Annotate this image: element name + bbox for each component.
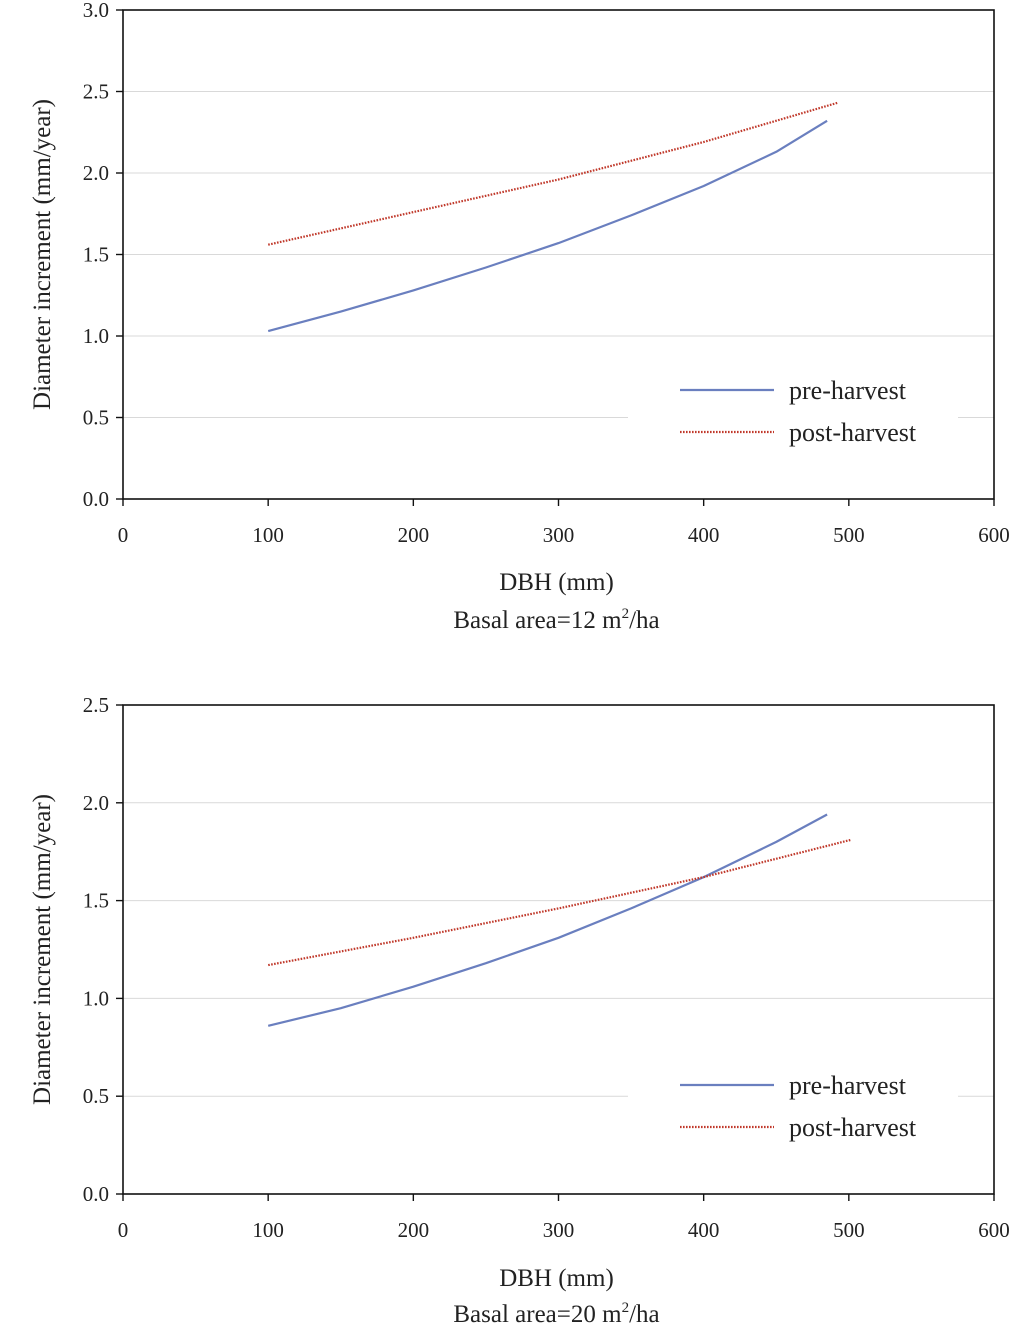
series-line-post-harvest bbox=[267, 838, 851, 967]
legend-label-post-harvest: post-harvest bbox=[789, 418, 917, 447]
x-tick-label: 500 bbox=[833, 523, 865, 547]
x-tick-label: 400 bbox=[688, 1218, 720, 1242]
chart-caption: Basal area=12 m2/ha bbox=[453, 606, 659, 634]
x-tick-label: 100 bbox=[252, 1218, 284, 1242]
x-tick-label: 300 bbox=[543, 1218, 575, 1242]
x-tick-label: 200 bbox=[398, 1218, 430, 1242]
plot-frame bbox=[122, 9, 995, 500]
y-tick-label: 1.0 bbox=[83, 986, 109, 1010]
x-tick-label: 200 bbox=[398, 523, 430, 547]
legend-label-post-harvest: post-harvest bbox=[789, 1113, 917, 1142]
y-axis-title: Diameter increment (mm/year) bbox=[29, 99, 56, 410]
y-axis-title: Diameter increment (mm/year) bbox=[29, 794, 56, 1105]
chart-basal-area-12: 0.0 0.5 1.0 1.5 2.0 2.5 3.0 0 100 200 300 400 500 600… bbox=[29, 0, 1010, 634]
x-axis-title: DBH (mm) bbox=[499, 569, 614, 596]
x-tick-label: 0 bbox=[118, 523, 129, 547]
x-tick-label: 300 bbox=[543, 523, 575, 547]
x-axis-title: DBH (mm) bbox=[499, 1265, 614, 1292]
y-tick-label: 2.5 bbox=[83, 693, 109, 717]
plot-frame bbox=[122, 704, 995, 1195]
y-tick-label: 1.0 bbox=[83, 324, 109, 348]
series-line-pre-harvest bbox=[267, 813, 828, 1027]
y-tick-label: 1.5 bbox=[83, 889, 109, 913]
series-line-post-harvest bbox=[267, 101, 838, 246]
legend-background bbox=[628, 1075, 958, 1157]
series-line-pre-harvest bbox=[267, 119, 828, 333]
y-tick-label: 0.0 bbox=[83, 487, 109, 511]
y-tick-label: 0.0 bbox=[83, 1182, 109, 1206]
chart-caption: Basal area=20 m2/ha bbox=[453, 1300, 659, 1328]
y-tick-label: 2.0 bbox=[83, 791, 109, 815]
x-tick-label: 600 bbox=[978, 1218, 1010, 1242]
chart-basal-area-20: 0.0 0.5 1.0 1.5 2.0 2.5 0 100 200 300 400 500 600 pre… bbox=[29, 693, 1010, 1328]
y-tick-label: 0.5 bbox=[83, 1084, 109, 1108]
legend-background bbox=[628, 380, 958, 462]
legend-label-pre-harvest: pre-harvest bbox=[789, 376, 907, 405]
y-tick-label: 3.0 bbox=[83, 0, 109, 22]
y-tick-label: 0.5 bbox=[83, 406, 109, 430]
x-tick-label: 500 bbox=[833, 1218, 865, 1242]
x-tick-label: 0 bbox=[118, 1218, 129, 1242]
x-tick-label: 600 bbox=[978, 523, 1010, 547]
y-tick-label: 2.5 bbox=[83, 80, 109, 104]
y-tick-label: 2.0 bbox=[83, 161, 109, 185]
x-tick-label: 100 bbox=[252, 523, 284, 547]
legend-label-pre-harvest: pre-harvest bbox=[789, 1071, 907, 1100]
x-tick-label: 400 bbox=[688, 523, 720, 547]
y-tick-label: 1.5 bbox=[83, 243, 109, 267]
